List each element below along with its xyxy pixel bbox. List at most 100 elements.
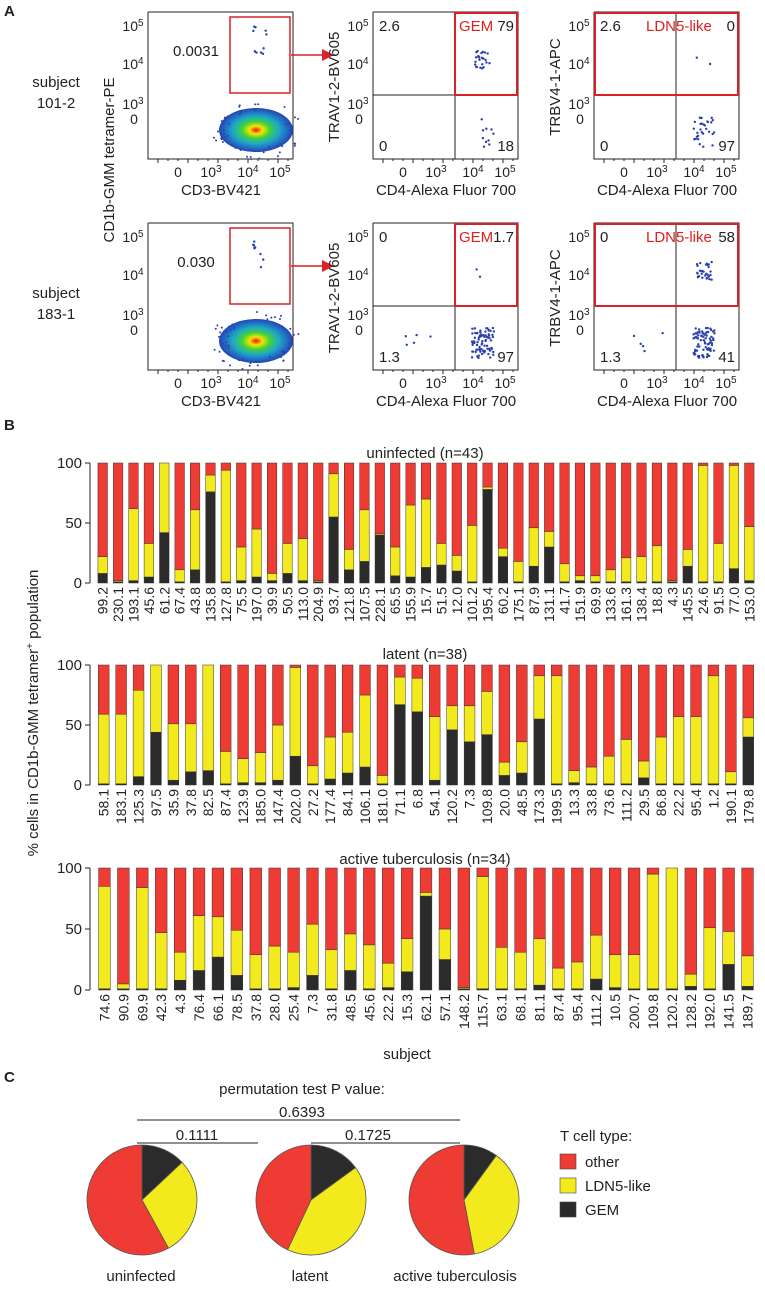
bar-segment — [574, 580, 585, 584]
event-dot — [490, 128, 493, 131]
y-tick-label: 105 — [122, 18, 144, 35]
x-tick-label: 87.4 — [218, 789, 234, 816]
x-tick-label: 151.9 — [572, 587, 588, 622]
event-dot — [701, 332, 704, 335]
event-dot — [480, 343, 483, 346]
bar-segment — [603, 755, 615, 785]
ldn5-gate-label: LDN5-like — [646, 229, 712, 246]
x-tick-label: 107.5 — [356, 587, 372, 622]
x-tick-label: 7.3 — [462, 789, 478, 809]
event-dot — [237, 359, 240, 362]
bar-segment — [155, 867, 168, 933]
bar-segment — [132, 689, 145, 777]
x-tick-label: 105 — [494, 164, 516, 181]
bar-segment — [741, 986, 754, 991]
bar-segment — [481, 691, 493, 735]
bar-segment — [621, 557, 632, 583]
event-dot — [249, 155, 252, 158]
bar-segment — [568, 782, 580, 786]
event-dot — [710, 116, 713, 120]
bar-segment — [174, 979, 187, 991]
x-tick-label: 125.3 — [131, 789, 147, 824]
bar-segment — [481, 664, 493, 692]
bar-segment — [495, 867, 508, 948]
x-tick-label: 101.2 — [464, 587, 480, 622]
x-tick-label: 106.1 — [357, 789, 373, 824]
bar-segment — [533, 938, 546, 986]
x-tick-label: 57.1 — [437, 994, 453, 1021]
cd4-x-axis-label: CD4-Alexa Fluor 700 — [597, 393, 737, 410]
event-dot — [702, 348, 705, 351]
x-tick-label: 41.7 — [557, 587, 573, 614]
event-dot — [711, 132, 714, 136]
density-blob — [219, 319, 293, 363]
event-dot — [491, 326, 495, 330]
bar-segment — [728, 462, 739, 466]
bar-segment — [682, 462, 693, 550]
event-dot — [259, 51, 263, 54]
bar-segment — [230, 929, 243, 976]
event-dot — [262, 258, 265, 261]
event-dot — [281, 350, 284, 353]
bar-segment — [220, 664, 232, 752]
x-tick-label: 104 — [683, 164, 705, 181]
event-dot — [483, 344, 486, 347]
event-dot — [268, 355, 271, 358]
gem-gate-label: GEM — [459, 18, 493, 35]
event-dot — [220, 136, 223, 139]
bar-segment — [609, 954, 622, 988]
event-dot — [256, 364, 259, 367]
bar-segment — [287, 867, 300, 953]
event-dot — [696, 131, 699, 135]
event-dot — [703, 333, 706, 336]
x-tick-label: 103 — [425, 164, 447, 181]
bar-segment — [436, 564, 447, 584]
event-dot — [711, 144, 714, 147]
y-tick-label: 105 — [347, 18, 369, 35]
event-dot — [708, 341, 712, 344]
y-tick-label: 104 — [568, 56, 590, 73]
bar-segment — [533, 675, 545, 720]
bar-segment — [544, 462, 555, 532]
bar-segment — [405, 462, 416, 506]
x-tick-label: 145.5 — [680, 587, 696, 622]
bar-segment — [220, 751, 232, 785]
event-dot — [287, 347, 290, 350]
bar-segment — [665, 867, 678, 990]
x-tick-label: 20.0 — [496, 789, 512, 816]
x-tick-label: 81.1 — [531, 994, 547, 1021]
x-tick-label: 193.1 — [125, 587, 141, 622]
event-dot — [485, 61, 488, 64]
event-dot — [270, 316, 273, 319]
bar-segment — [167, 664, 180, 725]
event-dot — [492, 350, 495, 354]
event-dot — [706, 348, 710, 351]
event-dot — [238, 113, 241, 116]
event-dot — [479, 331, 482, 334]
bar-segment — [405, 576, 416, 584]
y-tick-label: 50 — [65, 515, 82, 532]
event-dot — [261, 52, 265, 56]
bar-segment — [609, 867, 622, 955]
x-tick-label: 113.0 — [295, 587, 311, 621]
y-tick-label: 103 — [568, 96, 590, 113]
bar-segment — [544, 546, 555, 584]
event-dot — [287, 122, 290, 125]
x-tick-label: 185.0 — [253, 789, 269, 824]
legend-label-other: other — [585, 1154, 619, 1171]
cd3-x-axis-label: CD3-BV421 — [181, 182, 261, 199]
bar-segment — [254, 782, 267, 786]
event-dot — [712, 349, 716, 352]
x-tick-label: 18.8 — [649, 587, 665, 614]
event-dot — [471, 350, 475, 353]
bar-segment — [287, 951, 300, 988]
bar-segment — [590, 867, 603, 936]
event-dot — [294, 142, 297, 145]
bar-segment — [282, 462, 293, 544]
bar-segment — [97, 556, 108, 574]
x-tick-label: 104 — [683, 375, 705, 392]
x-tick-label: 195.4 — [480, 587, 496, 622]
trav-y-axis-label: TRAV1-2-BV605 — [326, 32, 343, 143]
x-tick-label: 0 — [174, 375, 182, 391]
x-tick-label: 105 — [715, 375, 737, 392]
